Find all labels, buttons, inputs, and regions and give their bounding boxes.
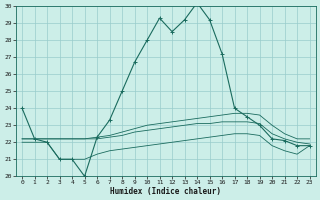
X-axis label: Humidex (Indice chaleur): Humidex (Indice chaleur) <box>110 187 221 196</box>
